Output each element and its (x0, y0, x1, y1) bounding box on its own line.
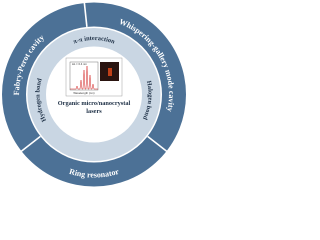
center-label: lasers (86, 108, 102, 115)
divider (20, 135, 41, 153)
inset-axes (69, 61, 99, 91)
inset-x-label: Wavelength (nm) (73, 91, 94, 95)
divider (83, 1, 88, 27)
inset-annotation: Δλ = 0.4 nm (72, 62, 88, 66)
inset-spectrum (70, 65, 98, 90)
divider (147, 135, 168, 153)
outer-segment-label: Ring resonator (68, 167, 120, 180)
inner-segment-label: π-π interaction (72, 35, 116, 46)
outer-segment-label: Ring resonator (68, 167, 120, 180)
center-label: Organic micro/nanocrystal (58, 100, 131, 107)
inset-figure: Δλ = 0.4 nm Wavelength (nm) (65, 57, 123, 97)
inner-segment-label: π-π interaction (72, 35, 116, 46)
inset-crystal (108, 68, 112, 76)
ring-diagram: Δλ = 0.4 nm Wavelength (nm) Organic micr… (2, 1, 186, 187)
page: {"outer_ring": {"segments": ["Fabry-Pero… (0, 0, 188, 189)
